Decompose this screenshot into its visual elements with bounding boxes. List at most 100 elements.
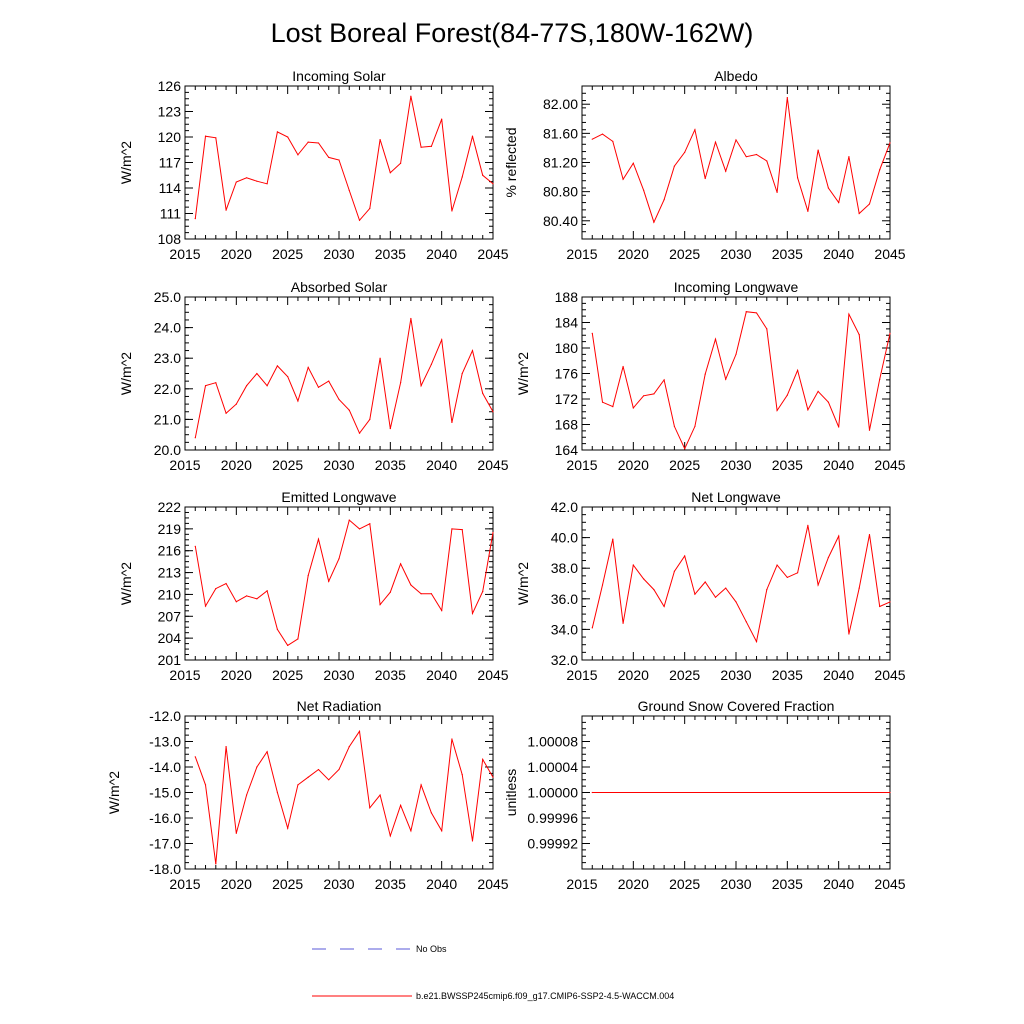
data-point xyxy=(643,578,645,580)
y-axis-label: % reflected xyxy=(503,127,519,197)
y-tick-label: 22.0 xyxy=(154,381,181,397)
y-tick-label: 23.0 xyxy=(154,350,181,366)
data-point xyxy=(348,409,350,411)
x-tick-label: 2035 xyxy=(772,246,803,262)
data-point xyxy=(786,394,788,396)
data-point xyxy=(797,369,799,371)
y-tick-label: 123 xyxy=(158,104,182,120)
x-tick-label: 2030 xyxy=(323,667,354,683)
data-point xyxy=(471,349,474,352)
data-point xyxy=(400,563,402,565)
series-line xyxy=(592,97,891,224)
x-tick-label: 2045 xyxy=(874,246,905,262)
y-tick-label: 36.0 xyxy=(551,591,578,607)
y-tick-label: 216 xyxy=(158,543,182,559)
x-tick-label: 2020 xyxy=(618,667,649,683)
data-point xyxy=(441,339,443,341)
data-point xyxy=(482,758,484,760)
data-point xyxy=(410,830,412,832)
data-point xyxy=(653,393,655,395)
data-point xyxy=(461,372,463,375)
data-point xyxy=(430,812,432,814)
y-tick-label: 0.99996 xyxy=(527,810,578,826)
series-line xyxy=(194,519,494,647)
x-tick-label: 2030 xyxy=(720,667,751,683)
data-point xyxy=(358,528,361,530)
y-axis-label: W/m^2 xyxy=(515,562,531,605)
data-point xyxy=(451,528,453,530)
x-tick-label: 2020 xyxy=(221,246,252,262)
y-tick-label: 188 xyxy=(555,289,579,305)
legend-obs-label: No Obs xyxy=(416,944,447,954)
y-tick-label: -14.0 xyxy=(149,759,181,775)
data-point xyxy=(297,400,299,402)
data-point xyxy=(776,564,778,566)
y-tick-label: 0.99992 xyxy=(527,836,578,852)
y-tick-label: 111 xyxy=(160,206,181,222)
data-point xyxy=(704,581,706,583)
y-tick-label: 21.0 xyxy=(154,411,181,427)
y-tick-label: 168 xyxy=(555,417,579,433)
x-tick-label: 2025 xyxy=(272,667,303,683)
data-point xyxy=(389,591,391,593)
data-point xyxy=(591,138,593,140)
data-point xyxy=(246,595,248,597)
series-line xyxy=(194,96,494,222)
data-point xyxy=(358,432,361,434)
panel-title: Net Radiation xyxy=(297,698,382,714)
data-point xyxy=(317,386,320,388)
data-point xyxy=(694,593,696,595)
data-point xyxy=(338,768,340,771)
data-point xyxy=(889,791,891,794)
plot-frame xyxy=(184,506,494,661)
data-point xyxy=(204,135,207,137)
panel-2: Absorbed Solar W/m^2 20.0 21.0 22.0 23.0 24.0 2… xyxy=(118,279,509,473)
data-point xyxy=(704,177,706,180)
data-point xyxy=(430,363,432,365)
y-tick-label: 180 xyxy=(555,340,579,356)
x-tick-label: 2040 xyxy=(426,457,457,473)
data-point xyxy=(827,187,830,189)
x-tick-label: 2040 xyxy=(426,876,457,892)
data-point xyxy=(358,730,361,732)
data-point xyxy=(256,598,258,600)
data-point xyxy=(817,149,819,151)
data-point xyxy=(256,180,258,182)
data-point xyxy=(225,582,227,585)
y-tick-label: -13.0 xyxy=(149,734,181,750)
data-point xyxy=(441,118,443,120)
data-point xyxy=(256,766,258,768)
x-tick-label: 2035 xyxy=(375,876,406,892)
data-point xyxy=(461,176,463,178)
data-point xyxy=(591,627,593,629)
y-tick-label: 82.00 xyxy=(543,96,578,112)
data-point xyxy=(287,827,289,829)
data-point xyxy=(663,605,665,608)
data-point xyxy=(492,183,494,185)
x-tick-label: 2035 xyxy=(375,457,406,473)
x-tick-label: 2030 xyxy=(323,457,354,473)
y-tick-label: 80.80 xyxy=(543,184,578,200)
data-point xyxy=(776,409,778,412)
data-point xyxy=(400,804,402,806)
y-tick-label: 172 xyxy=(555,391,579,407)
x-tick-label: 2045 xyxy=(874,457,905,473)
data-point xyxy=(838,535,840,537)
x-tick-label: 2025 xyxy=(669,457,700,473)
x-tick-label: 2035 xyxy=(375,667,406,683)
data-point xyxy=(797,177,799,179)
data-point xyxy=(879,378,881,380)
x-tick-label: 2045 xyxy=(874,667,905,683)
data-point xyxy=(714,338,717,340)
x-tick-label: 2020 xyxy=(618,457,649,473)
plot-frame xyxy=(581,85,891,240)
data-point xyxy=(307,366,309,368)
data-point xyxy=(215,588,217,590)
data-point xyxy=(348,519,350,521)
x-tick-label: 2030 xyxy=(720,876,751,892)
data-point xyxy=(389,835,391,837)
data-point xyxy=(714,596,717,598)
data-point xyxy=(838,426,840,428)
data-point xyxy=(694,425,696,428)
x-tick-label: 2030 xyxy=(720,246,751,262)
